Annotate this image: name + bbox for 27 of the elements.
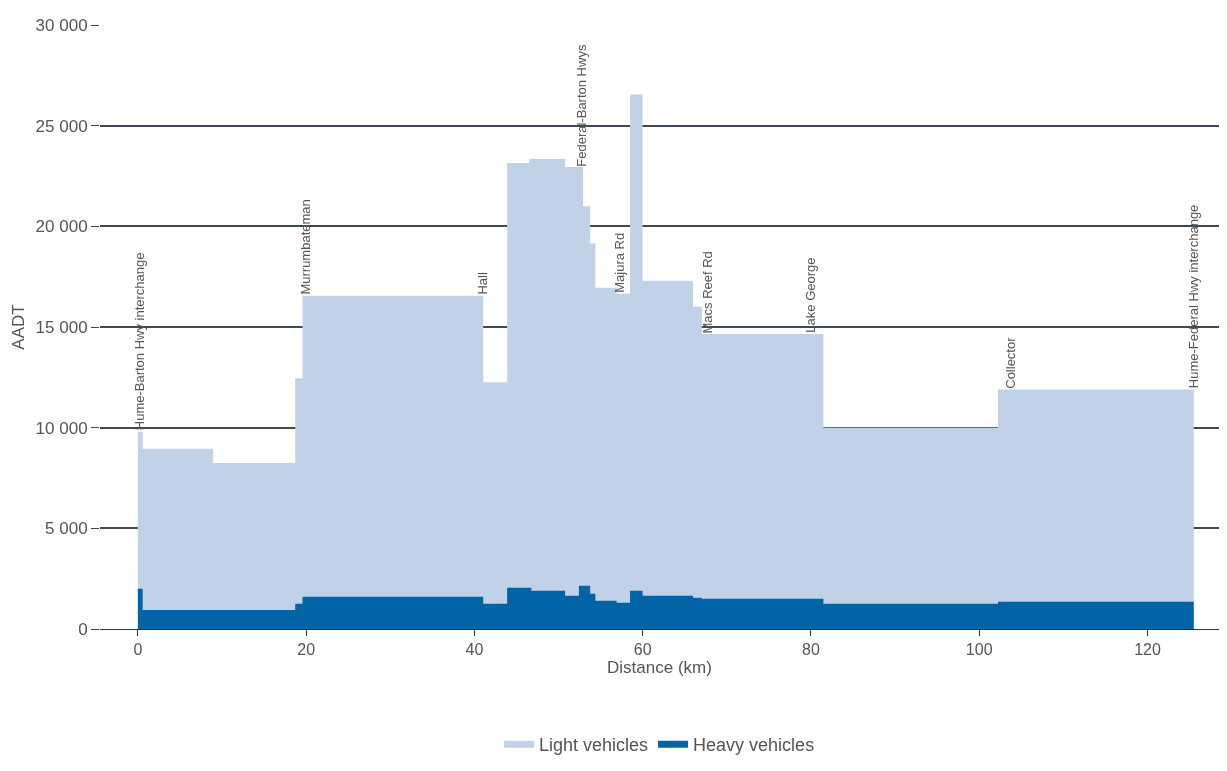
legend-label: Light vehicles bbox=[539, 734, 649, 755]
annotation: Majura Rd bbox=[612, 232, 628, 293]
y-axis-title: AADT bbox=[9, 304, 29, 350]
x-axis-title: Distance (km) bbox=[607, 658, 712, 678]
annotation: Federal-Barton Hwys bbox=[573, 44, 589, 167]
annotation: Macs Reef Rd bbox=[700, 251, 716, 334]
y-tick-label: 15 000 bbox=[35, 317, 88, 337]
y-tick-label: 25 000 bbox=[35, 116, 88, 136]
x-tick-label: 20 bbox=[297, 641, 316, 659]
y-tick-label: 10 000 bbox=[35, 418, 88, 438]
annotation: Collector bbox=[1002, 336, 1018, 389]
y-tick-label: 30 000 bbox=[35, 15, 88, 35]
x-tick-label: 40 bbox=[465, 641, 484, 659]
annotation: Lake George bbox=[802, 257, 818, 333]
x-tick-label: 80 bbox=[802, 641, 820, 659]
annotation: Murrumbateman bbox=[297, 199, 313, 295]
annotation: Hume-Barton Hwy interchange bbox=[131, 252, 147, 431]
x-tick-label: 120 bbox=[1134, 641, 1161, 659]
x-tick-label: 100 bbox=[965, 641, 993, 659]
x-tick-label: 60 bbox=[633, 641, 652, 659]
annotation: Hall bbox=[474, 272, 490, 295]
y-tick-label: 20 000 bbox=[35, 217, 88, 237]
y-tick-label: 5 000 bbox=[45, 519, 88, 539]
x-tick-label: 0 bbox=[133, 641, 143, 659]
annotation: Hume-Federal Hwy interchange bbox=[1186, 204, 1202, 389]
legend-label: Heavy vehicles bbox=[693, 734, 815, 755]
y-tick-label: 0 bbox=[78, 619, 88, 639]
